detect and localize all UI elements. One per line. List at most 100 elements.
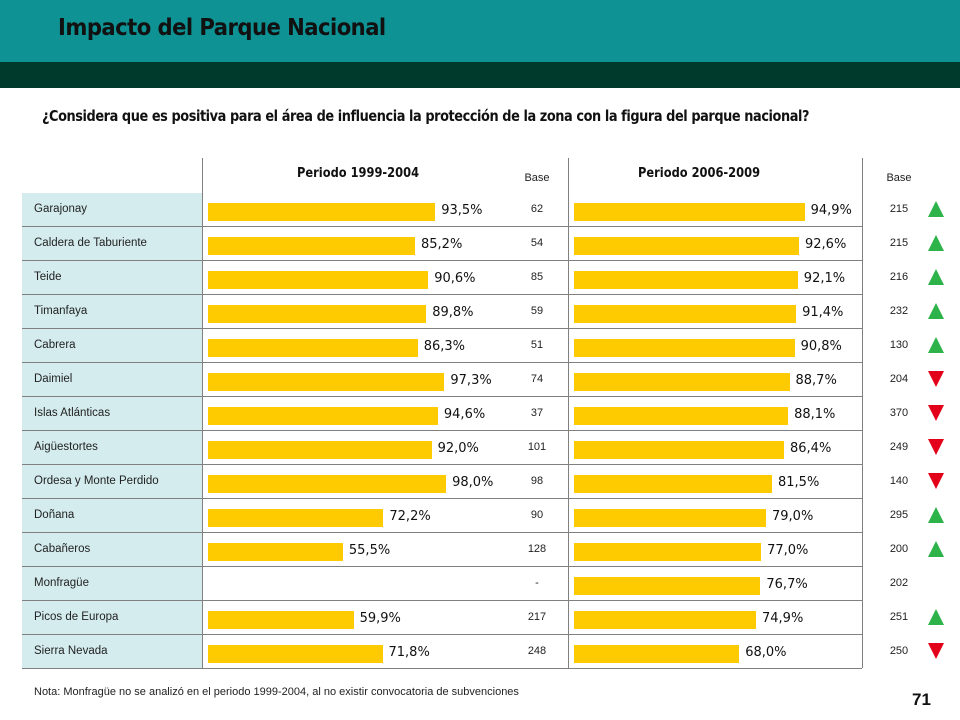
bar-period1: [208, 645, 383, 663]
park-name: Cabrera: [34, 339, 76, 351]
table-row: Garajonay 93,5% 62 94,9% 215: [22, 193, 944, 227]
bar-period1: [208, 407, 438, 425]
bar-period1: [208, 509, 384, 527]
bar-value-label: 76,7%: [766, 577, 808, 592]
period1-header: Periodo 1999-2004: [297, 166, 420, 181]
bar-period1: [208, 475, 447, 493]
bar-period2: [574, 271, 798, 289]
bar-period2: [574, 543, 762, 561]
bar-value-label: 59,9%: [359, 611, 401, 626]
trend-up-icon: [928, 337, 944, 353]
base-value: 215: [889, 237, 909, 249]
base-value: 370: [889, 407, 909, 419]
survey-question: ¿Considera que es positiva para el área …: [42, 107, 810, 125]
table-row: Sierra Nevada 71,8% 248 68,0% 250: [22, 635, 944, 669]
bar-value-label: 79,0%: [772, 509, 814, 524]
bar-period2: [574, 305, 797, 323]
table-row: Ordesa y Monte Perdido 98,0% 98 81,5% 140: [22, 465, 944, 499]
park-name: Caldera de Taburiente: [34, 237, 147, 249]
park-name: Sierra Nevada: [34, 645, 108, 657]
trend-up-icon: [928, 269, 944, 285]
table-row: Cabañeros 55,5% 128 77,0% 200: [22, 533, 944, 567]
bar-period1: [208, 373, 445, 391]
bar-period1: [208, 441, 432, 459]
row-divider: [22, 498, 862, 499]
bar-value-label: 81,5%: [778, 475, 820, 490]
header-dark-band: [0, 62, 960, 88]
bar-period2: [574, 441, 784, 459]
bar-period1: [208, 203, 436, 221]
park-name-cell: Garajonay: [22, 193, 202, 226]
row-divider: [22, 260, 862, 261]
table-row: Caldera de Taburiente 85,2% 54 92,6% 215: [22, 227, 944, 261]
table-row: Islas Atlánticas 94,6% 37 88,1% 370: [22, 397, 944, 431]
bar-value-label: 85,2%: [421, 237, 463, 252]
base-value: 250: [889, 645, 909, 657]
base-value: 140: [889, 475, 909, 487]
trend-up-icon: [928, 303, 944, 319]
bar-value-label: 72,2%: [389, 509, 431, 524]
bar-value-label: 90,6%: [434, 271, 476, 286]
trend-down-icon: [928, 371, 944, 387]
park-name-cell: Sierra Nevada: [22, 635, 202, 668]
table-row: Daimiel 97,3% 74 88,7% 204: [22, 363, 944, 397]
base-value: 200: [889, 543, 909, 555]
footnote: Nota: Monfragüe no se analizó en el peri…: [34, 686, 519, 698]
base-value: -: [535, 577, 539, 589]
table-row: Aigüestortes 92,0% 101 86,4% 249: [22, 431, 944, 465]
table-row: Timanfaya 89,8% 59 91,4% 232: [22, 295, 944, 329]
park-name-cell: Monfragüe: [22, 567, 202, 600]
trend-down-icon: [928, 405, 944, 421]
table-row: Picos de Europa 59,9% 217 74,9% 251: [22, 601, 944, 635]
base-value: 251: [889, 611, 909, 623]
base2-header: Base: [886, 172, 912, 184]
base-value: 59: [530, 305, 544, 317]
base-value: 130: [889, 339, 909, 351]
park-name-cell: Timanfaya: [22, 295, 202, 328]
base-value: 295: [889, 509, 909, 521]
park-name-cell: Cabañeros: [22, 533, 202, 566]
bar-value-label: 71,8%: [388, 645, 430, 660]
table-row: Doñana 72,2% 90 79,0% 295: [22, 499, 944, 533]
table-row: Monfragüe - 76,7% 202: [22, 567, 908, 601]
grid-line: [568, 158, 569, 668]
base-value: 98: [530, 475, 544, 487]
park-name: Doñana: [34, 509, 75, 521]
row-divider: [22, 396, 862, 397]
row-divider: [22, 600, 862, 601]
row-divider: [22, 430, 862, 431]
bar-period2: [574, 577, 761, 595]
base-value: 128: [527, 543, 547, 555]
grid-line: [202, 158, 203, 668]
base-value: 217: [527, 611, 547, 623]
page-number: 71: [912, 690, 931, 709]
row-divider: [22, 294, 862, 295]
bar-value-label: 68,0%: [745, 645, 787, 660]
table-row: Cabrera 86,3% 51 90,8% 130: [22, 329, 944, 363]
park-name-cell: Daimiel: [22, 363, 202, 396]
park-name-cell: Cabrera: [22, 329, 202, 362]
trend-down-icon: [928, 439, 944, 455]
row-divider: [22, 328, 862, 329]
trend-up-icon: [928, 541, 944, 557]
bar-period2: [574, 475, 772, 493]
trend-down-icon: [928, 643, 944, 659]
park-name-cell: Ordesa y Monte Perdido: [22, 465, 202, 498]
park-name: Islas Atlánticas: [34, 407, 111, 419]
row-divider: [22, 226, 862, 227]
bar-value-label: 55,5%: [348, 543, 391, 558]
base-value: 90: [530, 509, 544, 521]
park-name-cell: Aigüestortes: [22, 431, 202, 464]
bar-value-label: 94,9%: [810, 203, 852, 218]
base-value: 204: [889, 373, 909, 385]
base-value: 216: [889, 271, 909, 283]
bar-value-label: 91,4%: [802, 305, 844, 320]
bar-value-label: 86,4%: [790, 441, 832, 456]
bar-value-label: 86,3%: [423, 339, 465, 354]
park-name: Cabañeros: [34, 543, 91, 555]
row-divider: [22, 464, 862, 465]
park-name: Aigüestortes: [34, 441, 98, 453]
park-name: Garajonay: [34, 203, 88, 215]
park-name-cell: Islas Atlánticas: [22, 397, 202, 430]
base-value: 74: [530, 373, 544, 385]
